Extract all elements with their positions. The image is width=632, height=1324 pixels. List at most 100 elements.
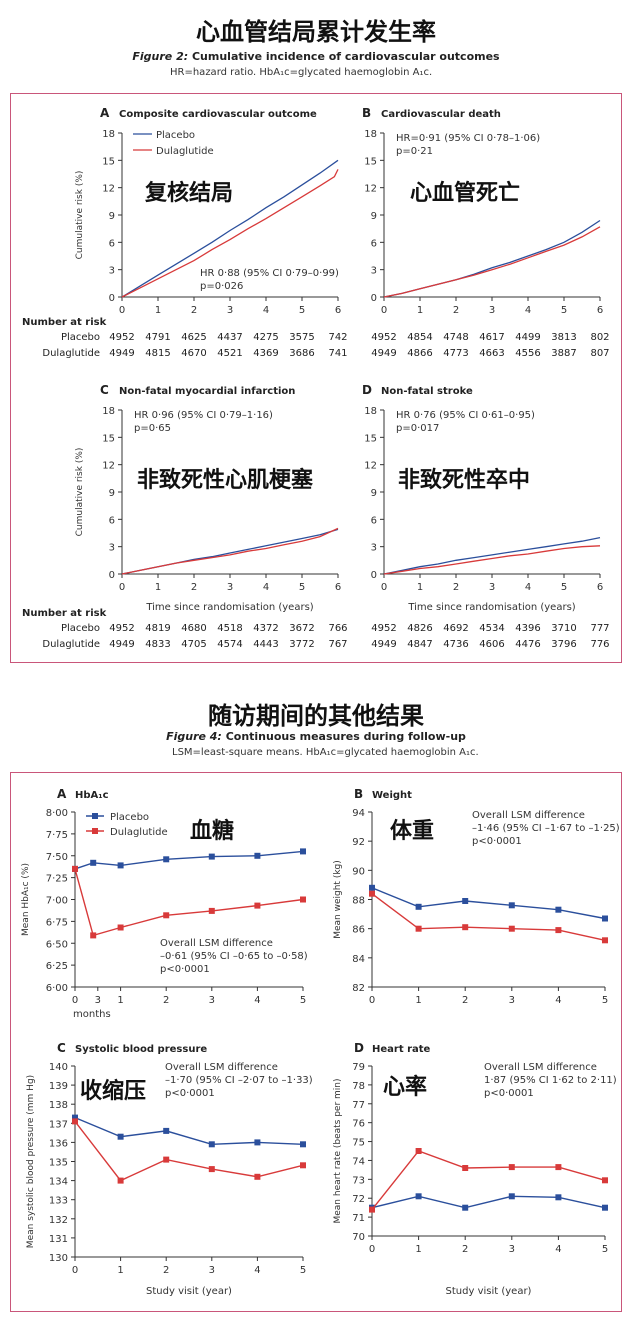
km-d-cn-label: 非致死性卒中 bbox=[398, 467, 530, 493]
cm-e-point-dulaglutide bbox=[300, 896, 306, 903]
cm-e-xtick-label: 0 bbox=[72, 995, 78, 1006]
km-d-xtick-label: 3 bbox=[489, 582, 495, 593]
cm-h-ytick-label: 78 bbox=[352, 1081, 365, 1092]
cm-e-ylabel: Mean HbA₁c (%) bbox=[21, 863, 31, 936]
cm-f-cn-label: 体重 bbox=[390, 819, 434, 844]
cm-e-point-dulaglutide bbox=[208, 907, 215, 914]
cm-f-point-placebo bbox=[555, 906, 562, 913]
km-d-risk-placebo: 4396 bbox=[515, 623, 540, 634]
km-c-ytick-label: 12 bbox=[102, 461, 115, 472]
km-d-xlabel: Time since randomisation (years) bbox=[407, 602, 575, 613]
cm-e-xtick-label: 5 bbox=[300, 995, 306, 1006]
cm-g-ytick-label: 134 bbox=[49, 1177, 68, 1188]
km-c-xtick-label: 3 bbox=[227, 582, 233, 593]
cm-g-ytick-label: 132 bbox=[49, 1215, 68, 1226]
km-c-xtick-label: 6 bbox=[335, 582, 341, 593]
cm-f-xtick-label: 2 bbox=[462, 995, 468, 1006]
km-b-risk-dulaglutide: 807 bbox=[590, 348, 609, 359]
cm-f-ylabel: Mean weight (kg) bbox=[333, 860, 343, 939]
cm-f-ytick-label: 92 bbox=[352, 837, 365, 848]
figure2-chart: A Composite cardiovascular outcome0369121… bbox=[22, 106, 610, 650]
km-b-risk-dulaglutide: 4866 bbox=[407, 348, 432, 359]
km-a-ytick-label: 18 bbox=[102, 129, 115, 140]
km-c-xtick-label: 0 bbox=[119, 582, 125, 593]
cm-g-point-placebo bbox=[254, 1139, 261, 1146]
km-b-letter: B bbox=[362, 106, 371, 120]
km-risk-row-placebo-1: Placebo bbox=[61, 623, 100, 634]
km-a-xtick-label: 0 bbox=[119, 305, 125, 316]
cm-e-point-placebo bbox=[117, 862, 124, 869]
km-d-risk-placebo: 3710 bbox=[551, 623, 576, 634]
figure2-caption-label: Figure 2: bbox=[132, 50, 189, 63]
km-risk-title-0: Number at risk bbox=[22, 317, 107, 328]
km-d-xtick-label: 5 bbox=[561, 582, 567, 593]
cm-g-ytick-label: 139 bbox=[49, 1081, 68, 1092]
km-c-risk-dulaglutide: 4949 bbox=[109, 639, 134, 650]
cm-e-point-placebo bbox=[208, 853, 215, 860]
km-d-risk-dulaglutide: 3796 bbox=[551, 639, 576, 650]
km-legend-dulaglutide-label: Dulaglutide bbox=[156, 146, 214, 157]
km-risk-row-dulaglutide-0: Dulaglutide bbox=[42, 348, 100, 359]
cm-g-ytick-label: 131 bbox=[49, 1234, 68, 1245]
cm-h-point-dulaglutide bbox=[462, 1165, 469, 1171]
km-c-risk-placebo: 4372 bbox=[253, 623, 278, 634]
cm-h-xtick-label: 0 bbox=[369, 1244, 375, 1255]
km-b-xtick-label: 0 bbox=[381, 305, 387, 316]
km-b-risk-dulaglutide: 4949 bbox=[371, 348, 396, 359]
km-d-ytick-label: 15 bbox=[364, 433, 377, 444]
km-risk-row-dulaglutide-1: Dulaglutide bbox=[42, 639, 100, 650]
km-c-cn-label: 非致死性心肌梗塞 bbox=[137, 467, 314, 493]
km-c-risk-placebo: 4518 bbox=[217, 623, 242, 634]
cm-e-ytick-label: 7·00 bbox=[46, 896, 68, 907]
km-d-series-placebo bbox=[383, 536, 601, 575]
km-d-risk-dulaglutide: 4847 bbox=[407, 639, 432, 650]
cm-e-lsm-line: p<0·0001 bbox=[160, 964, 210, 975]
cm-h-ytick-label: 70 bbox=[352, 1232, 365, 1243]
cm-f-point-dulaglutide bbox=[369, 890, 375, 897]
km-risk-row-placebo-0: Placebo bbox=[61, 332, 100, 343]
km-d-p: p=0·017 bbox=[396, 423, 439, 434]
cm-f-ytick-label: 88 bbox=[352, 896, 365, 907]
cm-legend-dulaglutide-marker bbox=[92, 828, 98, 834]
km-c-risk-dulaglutide: 4574 bbox=[217, 639, 242, 650]
km-a-risk-placebo: 742 bbox=[328, 332, 347, 343]
km-c-xtick-label: 4 bbox=[263, 582, 269, 593]
cm-g-cn-label: 收缩压 bbox=[80, 1078, 146, 1104]
cm-h-lsm-line: 1·87 (95% CI 1·62 to 2·11) bbox=[484, 1075, 617, 1086]
cm-h-cn-label: 心率 bbox=[383, 1074, 427, 1100]
cm-f-point-dulaglutide bbox=[555, 927, 562, 934]
km-c-risk-placebo: 4952 bbox=[109, 623, 134, 634]
km-a-title: Composite cardiovascular outcome bbox=[119, 109, 317, 120]
cm-h-point-placebo bbox=[415, 1193, 422, 1200]
cm-f-series-placebo bbox=[371, 887, 606, 920]
km-b-xtick-label: 1 bbox=[417, 305, 423, 316]
km-a-ylabel: Cumulative risk (%) bbox=[75, 171, 85, 260]
km-a-risk-placebo: 4791 bbox=[145, 332, 170, 343]
km-c-risk-dulaglutide: 3772 bbox=[289, 639, 314, 650]
km-b-risk-dulaglutide: 3887 bbox=[551, 348, 576, 359]
cm-f-lsm-line: Overall LSM difference bbox=[472, 810, 585, 821]
cm-f-point-placebo bbox=[602, 915, 608, 922]
figure2-caption-text: Cumulative incidence of cardiovascular o… bbox=[191, 50, 500, 63]
figure4-subcaption: LSM=least-square means. HbA₁c=glycated h… bbox=[172, 747, 479, 758]
km-b-ytick-label: 15 bbox=[364, 156, 377, 167]
cm-e-series-placebo bbox=[74, 850, 304, 870]
km-a-series-dulaglutide bbox=[121, 169, 339, 298]
km-c-risk-placebo: 4819 bbox=[145, 623, 170, 634]
km-c-risk-placebo: 766 bbox=[328, 623, 347, 634]
km-d-risk-placebo: 4534 bbox=[479, 623, 504, 634]
km-a-xtick-label: 1 bbox=[155, 305, 161, 316]
km-b-xtick-label: 3 bbox=[489, 305, 495, 316]
km-d-risk-dulaglutide: 4476 bbox=[515, 639, 540, 650]
cm-e-ytick-label: 7·75 bbox=[46, 830, 68, 841]
cm-g-point-placebo bbox=[117, 1133, 124, 1140]
cm-legend-placebo-label: Placebo bbox=[110, 812, 149, 823]
cm-e-point-dulaglutide bbox=[163, 912, 170, 919]
km-d-series-dulaglutide bbox=[383, 545, 601, 575]
km-d-ytick-label: 18 bbox=[364, 406, 377, 417]
km-c-letter: C bbox=[100, 383, 109, 397]
km-d-hr: HR 0·76 (95% CI 0·61–0·95) bbox=[396, 410, 535, 421]
cm-f-point-dulaglutide bbox=[602, 937, 608, 944]
km-b-title: Cardiovascular death bbox=[381, 109, 501, 120]
